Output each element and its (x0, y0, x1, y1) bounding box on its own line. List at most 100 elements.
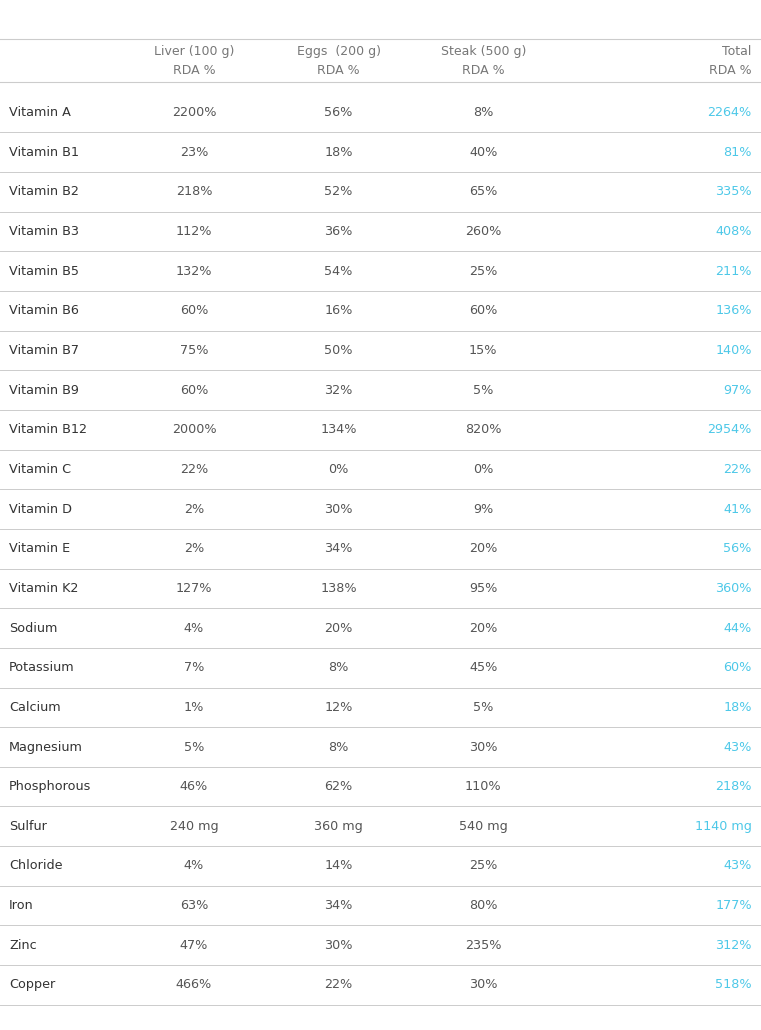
Text: 34%: 34% (324, 899, 353, 913)
Text: 127%: 127% (176, 582, 212, 595)
Text: 65%: 65% (469, 185, 498, 199)
Text: 2954%: 2954% (708, 423, 752, 437)
Text: 46%: 46% (180, 780, 209, 793)
Text: Vitamin B3: Vitamin B3 (9, 225, 79, 238)
Text: Iron: Iron (9, 899, 34, 913)
Text: 30%: 30% (469, 741, 498, 754)
Text: Vitamin C: Vitamin C (9, 462, 72, 476)
Text: 140%: 140% (715, 344, 752, 357)
Text: 30%: 30% (324, 938, 353, 952)
Text: 8%: 8% (329, 661, 349, 675)
Text: 312%: 312% (715, 938, 752, 952)
Text: 30%: 30% (469, 978, 498, 992)
Text: Vitamin B12: Vitamin B12 (9, 423, 87, 437)
Text: 360 mg: 360 mg (314, 820, 363, 833)
Text: 41%: 41% (724, 503, 752, 516)
Text: 0%: 0% (473, 462, 493, 476)
Text: 820%: 820% (465, 423, 501, 437)
Text: 56%: 56% (324, 106, 353, 119)
Text: 22%: 22% (324, 978, 353, 992)
Text: 360%: 360% (715, 582, 752, 595)
Text: 408%: 408% (715, 225, 752, 238)
Text: Zinc: Zinc (9, 938, 37, 952)
Text: Potassium: Potassium (9, 661, 75, 675)
Text: 8%: 8% (329, 741, 349, 754)
Text: Vitamin B1: Vitamin B1 (9, 145, 79, 159)
Text: Vitamin D: Vitamin D (9, 503, 72, 516)
Text: Vitamin E: Vitamin E (9, 542, 70, 555)
Text: 25%: 25% (469, 265, 498, 278)
Text: 8%: 8% (473, 106, 493, 119)
Text: 5%: 5% (184, 741, 204, 754)
Text: 75%: 75% (180, 344, 209, 357)
Text: 60%: 60% (180, 304, 209, 317)
Text: 177%: 177% (715, 899, 752, 913)
Text: 7%: 7% (184, 661, 204, 675)
Text: Vitamin B9: Vitamin B9 (9, 383, 79, 397)
Text: 97%: 97% (724, 383, 752, 397)
Text: 335%: 335% (715, 185, 752, 199)
Text: 62%: 62% (324, 780, 353, 793)
Text: 60%: 60% (724, 661, 752, 675)
Text: 5%: 5% (473, 383, 493, 397)
Text: 80%: 80% (469, 899, 498, 913)
Text: Sulfur: Sulfur (9, 820, 47, 833)
Text: 16%: 16% (324, 304, 353, 317)
Text: 240 mg: 240 mg (170, 820, 218, 833)
Text: 5%: 5% (473, 700, 493, 714)
Text: 23%: 23% (180, 145, 209, 159)
Text: 15%: 15% (469, 344, 498, 357)
Text: 60%: 60% (469, 304, 498, 317)
Text: 4%: 4% (184, 621, 204, 634)
Text: Vitamin B2: Vitamin B2 (9, 185, 79, 199)
Text: 95%: 95% (469, 582, 498, 595)
Text: 2264%: 2264% (708, 106, 752, 119)
Text: 518%: 518% (715, 978, 752, 992)
Text: 2000%: 2000% (172, 423, 216, 437)
Text: 2%: 2% (184, 503, 204, 516)
Text: Vitamin A: Vitamin A (9, 106, 71, 119)
Text: 218%: 218% (715, 780, 752, 793)
Text: 54%: 54% (324, 265, 353, 278)
Text: 20%: 20% (469, 542, 498, 555)
Text: Vitamin B5: Vitamin B5 (9, 265, 79, 278)
Text: 9%: 9% (473, 503, 493, 516)
Text: Copper: Copper (9, 978, 56, 992)
Text: 14%: 14% (324, 859, 353, 872)
Text: 1%: 1% (184, 700, 204, 714)
Text: 218%: 218% (176, 185, 212, 199)
Text: 81%: 81% (724, 145, 752, 159)
Text: Chloride: Chloride (9, 859, 62, 872)
Text: 540 mg: 540 mg (459, 820, 508, 833)
Text: 63%: 63% (180, 899, 209, 913)
Text: 22%: 22% (724, 462, 752, 476)
Text: 32%: 32% (324, 383, 353, 397)
Text: 22%: 22% (180, 462, 209, 476)
Text: Phosphorous: Phosphorous (9, 780, 91, 793)
Text: 60%: 60% (180, 383, 209, 397)
Text: 40%: 40% (469, 145, 498, 159)
Text: 18%: 18% (324, 145, 353, 159)
Text: Calcium: Calcium (9, 700, 61, 714)
Text: 56%: 56% (724, 542, 752, 555)
Text: 34%: 34% (324, 542, 353, 555)
Text: Vitamin B6: Vitamin B6 (9, 304, 79, 317)
Text: 43%: 43% (724, 741, 752, 754)
Text: 138%: 138% (320, 582, 357, 595)
Text: 12%: 12% (324, 700, 353, 714)
Text: 211%: 211% (715, 265, 752, 278)
Text: Eggs  (200 g)
RDA %: Eggs (200 g) RDA % (297, 44, 380, 77)
Text: 44%: 44% (724, 621, 752, 634)
Text: Sodium: Sodium (9, 621, 58, 634)
Text: 1140 mg: 1140 mg (695, 820, 752, 833)
Text: 43%: 43% (724, 859, 752, 872)
Text: 25%: 25% (469, 859, 498, 872)
Text: 4%: 4% (184, 859, 204, 872)
Text: Steak (500 g)
RDA %: Steak (500 g) RDA % (441, 44, 526, 77)
Text: 45%: 45% (469, 661, 498, 675)
Text: 260%: 260% (465, 225, 501, 238)
Text: 2%: 2% (184, 542, 204, 555)
Text: 136%: 136% (715, 304, 752, 317)
Text: Total
RDA %: Total RDA % (709, 44, 752, 77)
Text: 52%: 52% (324, 185, 353, 199)
